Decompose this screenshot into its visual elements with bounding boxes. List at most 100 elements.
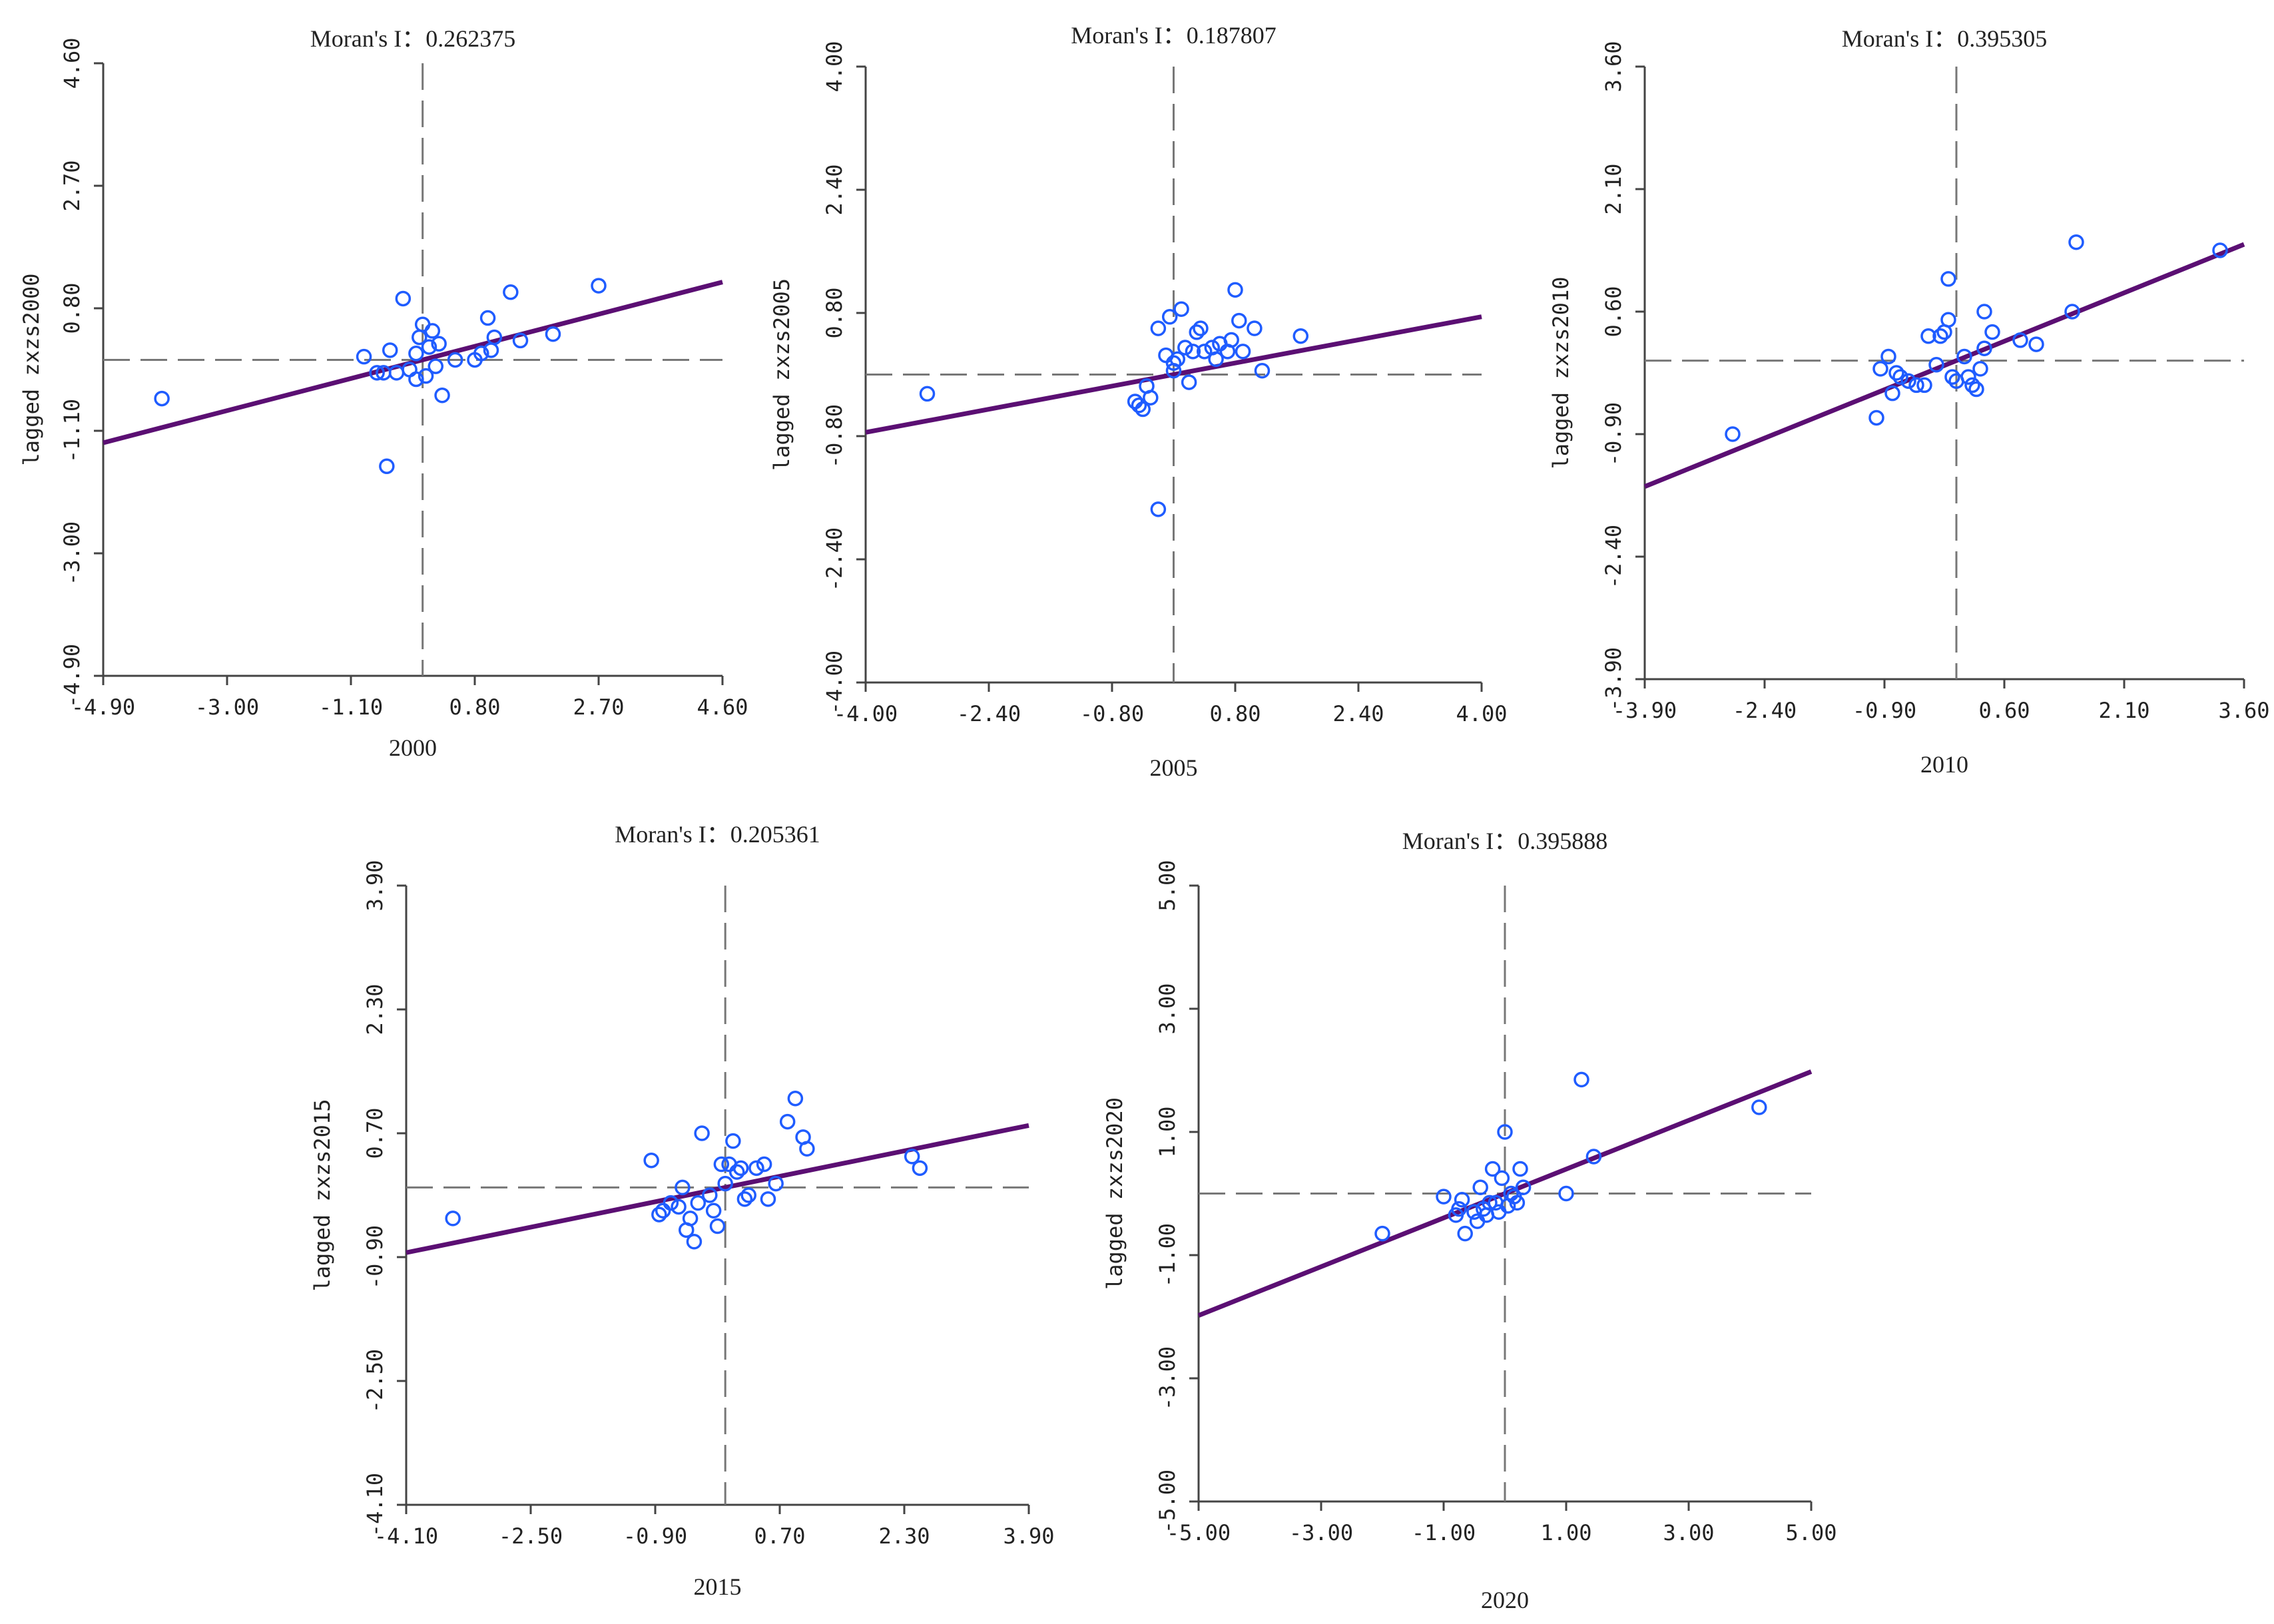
- scatter-point: [671, 1199, 687, 1215]
- x-tick-label: -4.10: [374, 1523, 438, 1549]
- scatter-point: [694, 1125, 710, 1141]
- x-tick-label: -1.00: [1412, 1520, 1476, 1545]
- x-tick-label: 5.00: [1785, 1520, 1837, 1545]
- scatter-point: [479, 310, 496, 326]
- scatter-point: [787, 1090, 804, 1107]
- x-tick-label: -4.90: [71, 694, 135, 720]
- x-tick-label: 0.80: [1209, 701, 1261, 726]
- scatter-point: [1247, 320, 1263, 336]
- y-tick-label: -5.00: [1155, 1470, 1180, 1533]
- scatter-point: [2064, 304, 2080, 320]
- x-tick-label: 0.60: [1978, 698, 2030, 723]
- scatter-point: [445, 1211, 461, 1226]
- y-tick-label: 5.00: [1155, 860, 1180, 911]
- x-axis-label: 2015: [694, 1573, 742, 1600]
- regression-line: [1643, 242, 2245, 489]
- scatter-point: [1960, 369, 1976, 385]
- scatter-point: [1976, 340, 1992, 356]
- x-tick-label: 2.30: [878, 1523, 930, 1549]
- x-tick-label: 3.90: [1003, 1523, 1054, 1549]
- y-tick-label: 0.80: [822, 287, 847, 338]
- scatter-point: [736, 1191, 753, 1207]
- scatter-point: [675, 1179, 691, 1196]
- scatter-point: [418, 368, 434, 384]
- scatter-point: [2028, 336, 2044, 352]
- scatter-point: [663, 1195, 679, 1211]
- scatter-point: [1231, 312, 1247, 329]
- scatter-point: [154, 390, 170, 407]
- moran-panel-2010: Moran's I：0.395305 2010 lagged zxzs2010 -3.…: [1548, 25, 2270, 778]
- scatter-point: [1972, 361, 1988, 377]
- y-tick-label: -2.40: [822, 527, 847, 591]
- y-axis-label: lagged zxzs2020: [1102, 1097, 1127, 1290]
- scatter-point: [447, 352, 463, 368]
- scatter-point: [1940, 271, 1956, 287]
- scatter-point: [1558, 1185, 1574, 1202]
- scatter-point: [2012, 332, 2028, 348]
- scatter-point: [655, 1203, 671, 1218]
- scatter-point: [1892, 369, 1908, 385]
- scatter-point: [1964, 377, 1980, 394]
- scatter-point: [1932, 328, 1948, 344]
- scatter-point: [1497, 1124, 1513, 1140]
- moran-panel-2000: Moran's I：0.262375 2000 lagged zxzs2000 -4.…: [19, 25, 748, 761]
- scatter-point: [904, 1149, 920, 1165]
- y-tick-label: -2.50: [362, 1349, 388, 1413]
- scatter-point: [1940, 312, 1956, 328]
- y-tick-label: -0.80: [822, 404, 847, 468]
- y-axis-label: lagged zxzs2000: [19, 274, 44, 466]
- scatter-point: [427, 358, 444, 374]
- y-tick-label: -3.90: [1601, 647, 1626, 711]
- scatter-point: [1292, 328, 1309, 344]
- scatter-point: [1436, 1189, 1452, 1205]
- y-tick-label: 2.70: [59, 160, 85, 211]
- scatter-point: [1173, 301, 1189, 317]
- scatter-point: [1169, 351, 1186, 368]
- y-axis-label: lagged zxzs2005: [769, 278, 794, 471]
- scatter-point: [431, 336, 447, 352]
- scatter-point: [1189, 324, 1205, 340]
- scatter-point: [732, 1160, 749, 1177]
- scatter-point: [1161, 309, 1178, 325]
- y-tick-label: 2.10: [1601, 163, 1626, 214]
- y-axis-label: lagged zxzs2010: [1548, 277, 1573, 469]
- scatter-point: [356, 348, 372, 365]
- scatter-point: [1451, 1201, 1467, 1217]
- y-tick-label: -3.00: [1155, 1346, 1180, 1410]
- x-tick-label: 2.70: [573, 694, 624, 720]
- x-tick-label: 0.70: [754, 1523, 805, 1549]
- scatter-point: [1868, 409, 1884, 426]
- x-tick-label: -5.00: [1167, 1520, 1231, 1545]
- scatter-point: [1193, 320, 1209, 336]
- scatter-point: [1135, 401, 1151, 417]
- scatter-point: [369, 365, 385, 381]
- x-tick-label: -0.90: [623, 1523, 687, 1549]
- scatter-point: [1454, 1192, 1470, 1208]
- scatter-point: [1472, 1179, 1488, 1195]
- chart-title: Moran's I：0.187807: [1071, 22, 1276, 49]
- x-tick-label: -1.10: [319, 694, 383, 720]
- x-tick-label: -2.40: [957, 701, 1021, 726]
- scatter-point: [545, 326, 561, 342]
- y-tick-label: -3.00: [59, 521, 85, 585]
- scatter-point: [1908, 377, 1924, 394]
- scatter-point: [717, 1175, 733, 1192]
- scatter-point: [768, 1175, 784, 1192]
- scatter-point: [1968, 381, 1984, 398]
- scatter-point: [1880, 348, 1896, 365]
- scatter-point: [1127, 394, 1143, 409]
- moran-panel-2015: Moran's I：0.205361 2015 lagged zxzs2015 -4.…: [310, 821, 1055, 1600]
- y-tick-label: -4.00: [822, 651, 847, 714]
- scatter-point: [1235, 344, 1251, 360]
- scatter-point: [1884, 385, 1900, 402]
- scatter-point: [709, 1218, 726, 1234]
- scatter-point: [740, 1187, 756, 1203]
- y-tick-label: -4.10: [362, 1473, 388, 1537]
- x-tick-label: -2.50: [499, 1523, 563, 1549]
- scatter-point: [799, 1141, 815, 1157]
- y-tick-label: 2.30: [362, 983, 388, 1035]
- scatter-point: [2212, 242, 2228, 258]
- scatter-point: [486, 329, 503, 346]
- scatter-point: [1143, 390, 1159, 406]
- scatter-point: [1165, 355, 1182, 371]
